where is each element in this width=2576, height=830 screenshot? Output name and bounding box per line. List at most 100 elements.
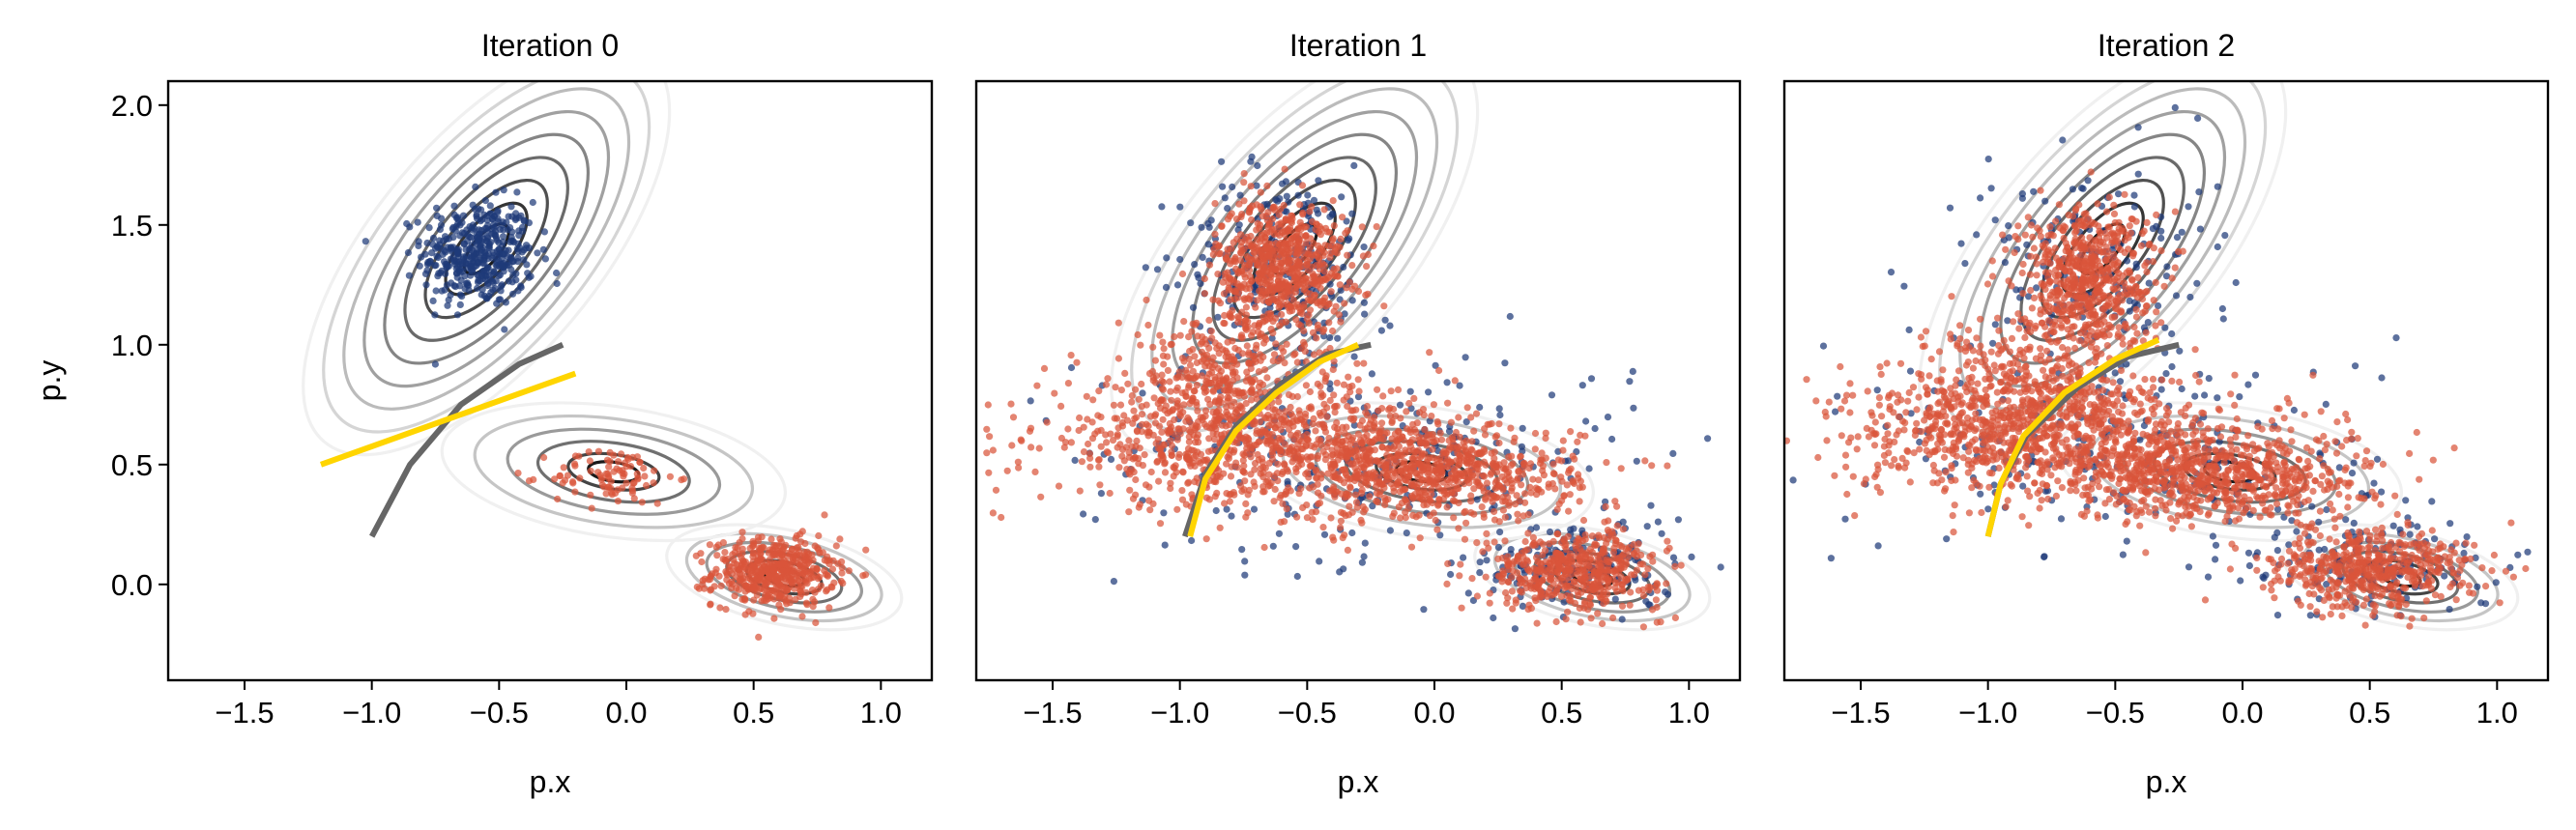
sample-point bbox=[1446, 444, 1454, 451]
sample-point bbox=[1268, 334, 1276, 342]
sample-point bbox=[1648, 462, 1656, 470]
sample-point bbox=[1292, 543, 1300, 551]
sample-point bbox=[1115, 464, 1123, 472]
sample-point bbox=[1386, 412, 1394, 419]
sample-point bbox=[1365, 457, 1373, 465]
sample-point bbox=[436, 225, 444, 233]
sample-point bbox=[1626, 601, 1634, 609]
sample-point bbox=[1348, 529, 1356, 537]
sample-point bbox=[1241, 261, 1249, 270]
sample-point bbox=[1423, 442, 1431, 449]
sample-point bbox=[2030, 187, 2038, 195]
sample-point bbox=[1293, 358, 1301, 366]
sample-point bbox=[1230, 370, 1237, 378]
sample-point bbox=[1346, 502, 1353, 510]
sample-point bbox=[1460, 554, 1467, 561]
sample-point bbox=[1085, 449, 1094, 458]
sample-point bbox=[1402, 508, 1409, 516]
sample-point bbox=[1449, 434, 1457, 442]
sample-point bbox=[1210, 436, 1219, 444]
sample-point bbox=[1336, 281, 1344, 289]
sample-point bbox=[1094, 456, 1103, 464]
sample-point bbox=[1028, 444, 1035, 451]
sample-point bbox=[1435, 466, 1443, 473]
sample-point bbox=[1363, 424, 1371, 432]
sample-point bbox=[1468, 438, 1476, 445]
sample-point bbox=[763, 592, 770, 600]
sample-point bbox=[1474, 450, 1482, 458]
sample-point bbox=[1267, 326, 1275, 333]
sample-point bbox=[2119, 551, 2127, 558]
sample-point bbox=[812, 618, 820, 627]
sample-point bbox=[1317, 442, 1325, 449]
sample-point bbox=[1507, 546, 1515, 554]
sample-point bbox=[1272, 196, 1280, 204]
sample-point bbox=[1357, 464, 1366, 472]
sample-point bbox=[2201, 391, 2209, 399]
sample-point bbox=[1071, 456, 1079, 464]
sample-point bbox=[1424, 456, 1432, 464]
sample-point bbox=[1176, 203, 1184, 211]
sample-point bbox=[437, 244, 445, 252]
subplot-title: Iteration 1 bbox=[1289, 28, 1427, 63]
sample-point bbox=[813, 565, 821, 573]
sample-point bbox=[1242, 399, 1250, 408]
sample-point bbox=[1488, 494, 1495, 501]
sample-point bbox=[998, 513, 1005, 522]
sample-point bbox=[1125, 437, 1133, 444]
sample-point bbox=[1388, 417, 1396, 425]
sample-point bbox=[1138, 428, 1145, 436]
sample-point bbox=[1180, 318, 1188, 326]
sample-point bbox=[1240, 462, 1248, 470]
sample-point bbox=[622, 479, 630, 487]
sample-point bbox=[1088, 418, 1096, 426]
sample-point bbox=[1120, 412, 1128, 419]
sample-point bbox=[1234, 346, 1242, 354]
sample-point bbox=[983, 425, 991, 433]
sample-point bbox=[838, 558, 846, 566]
sample-point bbox=[1359, 502, 1367, 511]
sample-point bbox=[1151, 412, 1159, 420]
sample-point bbox=[1279, 500, 1287, 507]
sample-point bbox=[1527, 585, 1535, 592]
sample-point bbox=[1352, 446, 1360, 454]
sample-point bbox=[539, 245, 547, 253]
sample-point bbox=[1027, 397, 1034, 405]
sample-point bbox=[1147, 468, 1155, 476]
sample-point bbox=[1221, 270, 1230, 277]
sample-point bbox=[1602, 502, 1609, 511]
sample-point bbox=[1512, 599, 1520, 607]
sample-point bbox=[1289, 297, 1297, 304]
sample-point bbox=[1366, 493, 1374, 501]
sample-point bbox=[1500, 459, 1508, 467]
sample-point bbox=[1887, 269, 1896, 276]
sample-point bbox=[797, 590, 805, 598]
sample-point bbox=[1230, 398, 1238, 406]
sample-point bbox=[1350, 161, 1358, 169]
sample-point bbox=[1589, 558, 1597, 566]
sample-point bbox=[1228, 512, 1235, 520]
sample-point bbox=[1309, 516, 1317, 524]
sample-point bbox=[2350, 519, 2358, 528]
sample-point bbox=[1524, 606, 1532, 614]
sample-point bbox=[1334, 334, 1342, 342]
sample-point bbox=[1313, 220, 1320, 229]
sample-point bbox=[1110, 401, 1117, 409]
sample-point bbox=[2193, 279, 2201, 287]
sample-point bbox=[1368, 370, 1375, 378]
sample-point bbox=[1205, 316, 1213, 324]
sample-point bbox=[1636, 560, 1644, 568]
sample-point bbox=[1348, 382, 1356, 390]
sample-point bbox=[1594, 610, 1602, 617]
sample-point bbox=[551, 475, 559, 483]
sample-point bbox=[1135, 395, 1143, 403]
sample-point bbox=[1399, 433, 1406, 441]
sample-point bbox=[1663, 547, 1671, 555]
sample-point bbox=[1270, 498, 1278, 505]
sample-point bbox=[1230, 389, 1238, 397]
sample-point bbox=[1340, 466, 1347, 473]
sample-point bbox=[1167, 484, 1174, 493]
sample-point bbox=[1613, 502, 1621, 510]
sample-point bbox=[1499, 567, 1507, 575]
sample-point bbox=[527, 272, 535, 280]
